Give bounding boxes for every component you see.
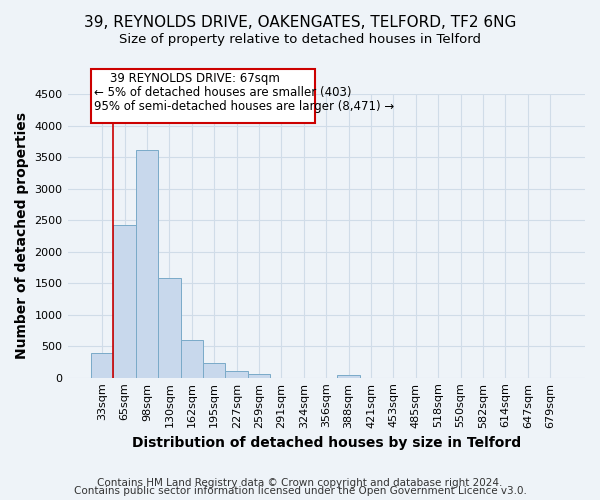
Bar: [248, 374, 270, 378]
Bar: [158, 278, 181, 378]
Bar: [337, 374, 360, 378]
Bar: [136, 150, 158, 378]
Bar: [226, 372, 248, 378]
Y-axis label: Number of detached properties: Number of detached properties: [15, 112, 29, 360]
Bar: [113, 224, 136, 378]
Bar: [91, 353, 113, 378]
X-axis label: Distribution of detached houses by size in Telford: Distribution of detached houses by size …: [132, 436, 521, 450]
Bar: [203, 362, 226, 378]
Bar: [181, 340, 203, 378]
Text: 95% of semi-detached houses are larger (8,471) →: 95% of semi-detached houses are larger (…: [94, 100, 395, 114]
FancyBboxPatch shape: [91, 69, 315, 122]
Text: Size of property relative to detached houses in Telford: Size of property relative to detached ho…: [119, 32, 481, 46]
Text: 39 REYNOLDS DRIVE: 67sqm: 39 REYNOLDS DRIVE: 67sqm: [110, 72, 280, 85]
Text: ← 5% of detached houses are smaller (403): ← 5% of detached houses are smaller (403…: [94, 86, 352, 100]
Text: 39, REYNOLDS DRIVE, OAKENGATES, TELFORD, TF2 6NG: 39, REYNOLDS DRIVE, OAKENGATES, TELFORD,…: [84, 15, 516, 30]
Text: Contains public sector information licensed under the Open Government Licence v3: Contains public sector information licen…: [74, 486, 526, 496]
Text: Contains HM Land Registry data © Crown copyright and database right 2024.: Contains HM Land Registry data © Crown c…: [97, 478, 503, 488]
